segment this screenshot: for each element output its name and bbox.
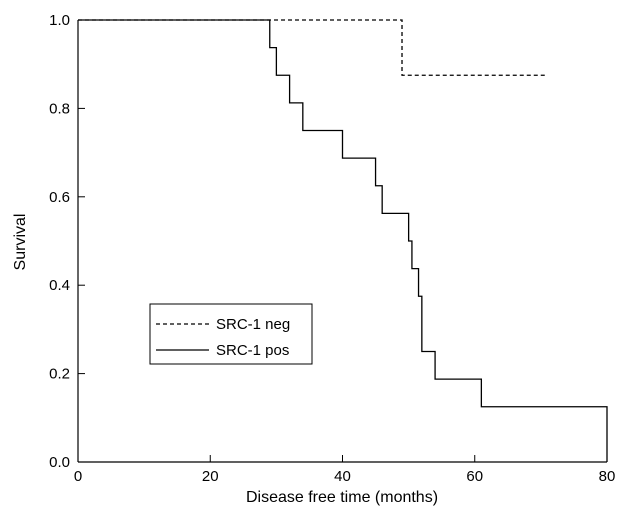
legend-box <box>149 303 313 365</box>
legend-label-neg: SRC-1 neg <box>216 316 290 333</box>
y-tick-label: 0.2 <box>49 366 70 383</box>
y-axis: 0.0 0.2 0.4 0.6 0.8 1.0 <box>49 12 85 471</box>
x-tick-label: 60 <box>466 468 483 485</box>
x-axis-label: Disease free time (months) <box>246 489 438 506</box>
y-tick-label: 0.6 <box>49 189 70 206</box>
x-tick-label: 20 <box>202 468 219 485</box>
legend: SRC-1 neg SRC-1 pos <box>149 303 313 365</box>
x-tick-label: 40 <box>334 468 351 485</box>
y-tick-label: 1.0 <box>49 12 70 29</box>
y-tick-label: 0.4 <box>49 277 70 294</box>
y-tick-label: 0.8 <box>49 100 70 117</box>
x-tick-label: 80 <box>599 468 616 485</box>
y-tick-label: 0.0 <box>49 454 70 471</box>
series-line-src1-neg <box>78 19 548 76</box>
x-axis: 0 20 40 60 80 <box>74 455 616 485</box>
y-axis-label: Survival <box>12 214 29 271</box>
series-line-src1-pos <box>78 19 608 462</box>
plot-area <box>78 19 608 462</box>
x-tick-label: 0 <box>74 468 82 485</box>
legend-label-pos: SRC-1 pos <box>216 342 289 359</box>
